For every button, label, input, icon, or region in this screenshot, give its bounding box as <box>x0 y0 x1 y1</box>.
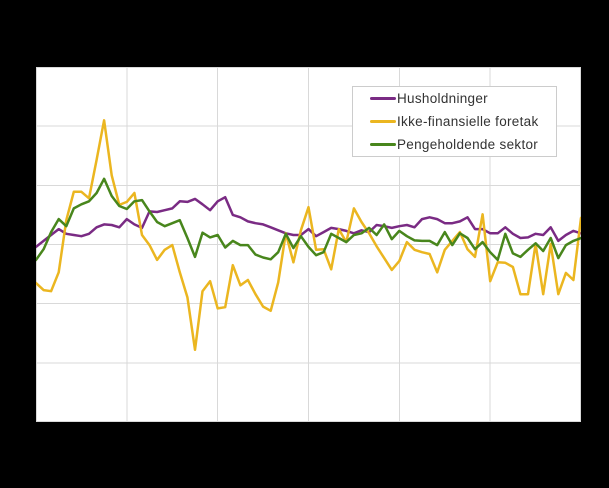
legend-swatch-pengeholdende-sektor <box>370 142 396 146</box>
legend-label-husholdninger: Husholdninger <box>397 91 488 107</box>
legend: Husholdninger Ikke-finansielle foretak P… <box>352 86 557 157</box>
legend-swatch-ikke-finansielle-foretak <box>370 120 396 123</box>
legend-item-pengeholdende-sektor[interactable]: Pengeholdende sektor <box>370 135 556 153</box>
legend-label-pengeholdende-sektor: Pengeholdende sektor <box>397 136 539 152</box>
legend-label-ikke-finansielle-foretak: Ikke-finansielle foretak <box>397 114 539 129</box>
legend-item-ikke-finansielle-foretak[interactable]: Ikke-finansielle foretak <box>370 113 556 131</box>
series-line-husholdninger[interactable] <box>36 195 581 249</box>
series-line-ikke-finansielle-foretak[interactable] <box>36 119 581 352</box>
gridlines <box>36 67 581 422</box>
legend-item-husholdninger[interactable]: Husholdninger <box>370 90 556 108</box>
chart-canvas <box>36 67 581 422</box>
series-line-pengeholdende-sektor[interactable] <box>36 177 581 262</box>
legend-swatch-husholdninger <box>370 97 396 101</box>
